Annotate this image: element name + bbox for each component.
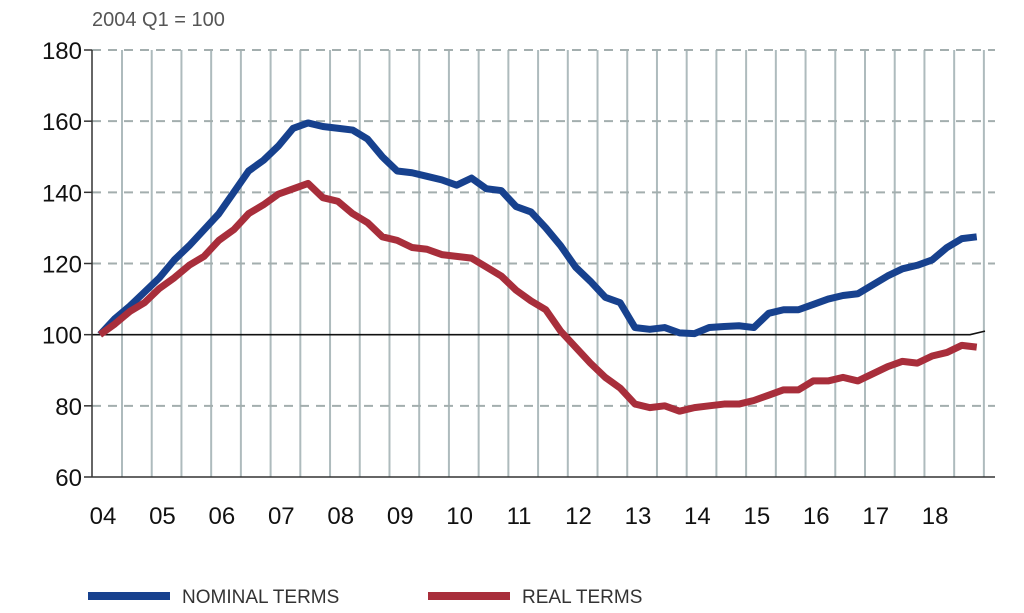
legend-label-nominal: NOMINAL TERMS (182, 587, 339, 608)
x-tick-label: 08 (327, 503, 354, 530)
grid (92, 50, 995, 477)
x-tick-label: 05 (149, 503, 176, 530)
x-tick-label: 14 (684, 503, 711, 530)
x-tick-label: 09 (387, 503, 414, 530)
y-tick-label: 160 (42, 109, 82, 136)
y-tick-label: 120 (42, 252, 82, 279)
x-tick-label: 10 (446, 503, 473, 530)
y-tick-label: 100 (42, 323, 82, 350)
x-tick-label: 13 (625, 503, 652, 530)
x-tick-label: 06 (209, 503, 236, 530)
y-tick-label: 140 (42, 180, 82, 207)
x-tick-label: 18 (922, 503, 949, 530)
y-tick-label: 60 (55, 465, 82, 492)
y-axis: 60 80 100 120 140 160 180 (42, 38, 92, 492)
x-tick-label: 07 (268, 503, 295, 530)
x-tick-label: 04 (90, 503, 117, 530)
x-tick-label: 17 (862, 503, 889, 530)
x-tick-label: 11 (507, 503, 532, 530)
chart-subtitle: 2004 Q1 = 100 (92, 9, 225, 31)
x-tick-label: 15 (743, 503, 770, 530)
legend: NOMINAL TERMS REAL TERMS (88, 587, 642, 608)
x-tick-label: 16 (803, 503, 830, 530)
x-tick-label: 12 (565, 503, 592, 530)
legend-label-real: REAL TERMS (522, 587, 642, 608)
x-axis: 04 05 06 07 08 09 10 11 12 13 14 15 16 17 18 (90, 477, 995, 530)
y-tick-label: 180 (42, 38, 82, 65)
y-tick-label: 80 (55, 394, 82, 421)
